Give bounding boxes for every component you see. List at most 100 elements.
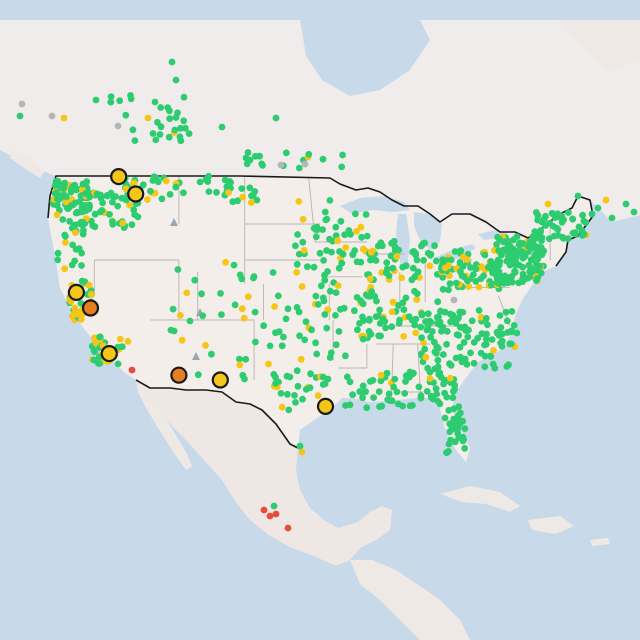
circle-marker-icon[interactable]	[218, 311, 225, 318]
circle-marker-icon[interactable]	[247, 199, 255, 206]
circle-marker-icon[interactable]	[282, 315, 290, 323]
circle-marker-icon[interactable]	[443, 393, 451, 401]
circle-marker-icon[interactable]	[282, 149, 290, 157]
circle-marker-icon[interactable]	[147, 187, 154, 195]
circle-marker-icon[interactable]	[480, 272, 487, 280]
circle-marker-icon[interactable]	[114, 360, 122, 368]
circle-marker-icon[interactable]	[80, 227, 87, 234]
circle-marker-icon[interactable]	[92, 96, 100, 104]
circle-marker-icon[interactable]	[400, 333, 408, 340]
circle-marker-icon[interactable]	[412, 329, 420, 337]
circle-marker-icon[interactable]	[310, 224, 318, 232]
circle-marker-icon[interactable]	[372, 313, 380, 321]
circle-marker-icon[interactable]	[481, 352, 489, 360]
circle-marker-icon[interactable]	[439, 351, 447, 358]
circle-marker-icon[interactable]	[326, 197, 334, 204]
circle-marker-icon[interactable]	[118, 343, 126, 351]
circle-marker-icon[interactable]	[395, 301, 402, 309]
circle-marker-icon[interactable]	[128, 366, 136, 374]
circle-marker-icon[interactable]	[285, 406, 293, 414]
circle-marker-icon[interactable]	[401, 390, 409, 397]
circle-marker-icon[interactable]	[239, 371, 247, 379]
circle-marker-icon[interactable]	[332, 341, 340, 349]
circle-marker-icon[interactable]	[321, 380, 329, 388]
circle-marker-icon[interactable]	[244, 149, 252, 156]
circle-marker-icon[interactable]	[225, 189, 232, 197]
circle-marker-icon[interactable]	[260, 506, 268, 514]
ringed-circle-marker-icon[interactable]	[81, 299, 100, 317]
circle-marker-icon[interactable]	[242, 355, 250, 363]
circle-marker-icon[interactable]	[413, 296, 421, 303]
circle-marker-icon[interactable]	[357, 223, 365, 231]
circle-marker-icon[interactable]	[427, 318, 435, 326]
circle-marker-icon[interactable]	[157, 104, 165, 111]
circle-marker-icon[interactable]	[377, 377, 385, 385]
circle-marker-icon[interactable]	[461, 425, 469, 432]
circle-marker-icon[interactable]	[383, 259, 391, 266]
circle-marker-icon[interactable]	[307, 370, 314, 378]
ringed-circle-marker-icon[interactable]	[170, 366, 188, 384]
circle-marker-icon[interactable]	[405, 313, 413, 320]
circle-marker-icon[interactable]	[342, 352, 349, 360]
circle-marker-icon[interactable]	[486, 264, 494, 271]
circle-marker-icon[interactable]	[385, 390, 393, 398]
circle-marker-icon[interactable]	[440, 380, 447, 388]
circle-marker-icon[interactable]	[341, 231, 349, 239]
circle-marker-icon[interactable]	[302, 386, 310, 393]
circle-marker-icon[interactable]	[426, 262, 434, 270]
circle-marker-icon[interactable]	[295, 164, 303, 172]
circle-marker-icon[interactable]	[174, 266, 182, 273]
circle-marker-icon[interactable]	[519, 249, 527, 256]
circle-marker-icon[interactable]	[434, 298, 442, 306]
circle-marker-icon[interactable]	[73, 310, 80, 318]
circle-marker-icon[interactable]	[366, 275, 374, 283]
circle-marker-icon[interactable]	[464, 333, 472, 341]
circle-marker-icon[interactable]	[496, 235, 503, 243]
circle-marker-icon[interactable]	[240, 314, 248, 322]
circle-marker-icon[interactable]	[513, 329, 521, 337]
circle-marker-icon[interactable]	[346, 378, 354, 386]
circle-marker-icon[interactable]	[569, 215, 576, 223]
circle-marker-icon[interactable]	[433, 390, 441, 398]
circle-marker-icon[interactable]	[453, 331, 461, 338]
circle-marker-icon[interactable]	[294, 231, 301, 238]
circle-marker-icon[interactable]	[321, 276, 329, 284]
circle-marker-icon[interactable]	[236, 271, 244, 279]
circle-marker-icon[interactable]	[351, 307, 358, 315]
circle-marker-icon[interactable]	[359, 245, 367, 253]
circle-marker-icon[interactable]	[353, 258, 361, 266]
circle-marker-icon[interactable]	[272, 114, 280, 122]
circle-marker-icon[interactable]	[352, 210, 359, 218]
circle-marker-icon[interactable]	[449, 394, 457, 402]
circle-marker-icon[interactable]	[272, 510, 280, 518]
circle-marker-icon[interactable]	[238, 305, 246, 313]
circle-marker-icon[interactable]	[72, 221, 79, 229]
circle-marker-icon[interactable]	[154, 118, 161, 126]
circle-marker-icon[interactable]	[284, 305, 292, 313]
circle-marker-icon[interactable]	[443, 340, 450, 348]
circle-marker-icon[interactable]	[519, 240, 527, 247]
circle-marker-icon[interactable]	[436, 400, 444, 408]
circle-marker-icon[interactable]	[365, 328, 373, 335]
circle-marker-icon[interactable]	[428, 328, 436, 335]
circle-marker-icon[interactable]	[328, 248, 335, 256]
circle-marker-icon[interactable]	[362, 211, 370, 218]
circle-marker-icon[interactable]	[319, 373, 327, 381]
circle-marker-icon[interactable]	[445, 448, 452, 455]
circle-marker-icon[interactable]	[368, 248, 375, 256]
circle-marker-icon[interactable]	[296, 442, 304, 450]
circle-marker-icon[interactable]	[388, 323, 396, 331]
circle-marker-icon[interactable]	[48, 112, 56, 120]
circle-marker-icon[interactable]	[302, 318, 310, 326]
circle-marker-icon[interactable]	[475, 283, 483, 291]
circle-marker-icon[interactable]	[180, 189, 187, 197]
circle-marker-icon[interactable]	[335, 264, 343, 272]
circle-marker-icon[interactable]	[208, 350, 215, 358]
circle-marker-icon[interactable]	[222, 258, 230, 266]
circle-marker-icon[interactable]	[186, 317, 194, 325]
circle-marker-icon[interactable]	[326, 354, 334, 361]
circle-marker-icon[interactable]	[534, 255, 542, 263]
circle-marker-icon[interactable]	[402, 262, 410, 270]
circle-marker-icon[interactable]	[580, 217, 588, 225]
circle-marker-icon[interactable]	[347, 231, 354, 238]
